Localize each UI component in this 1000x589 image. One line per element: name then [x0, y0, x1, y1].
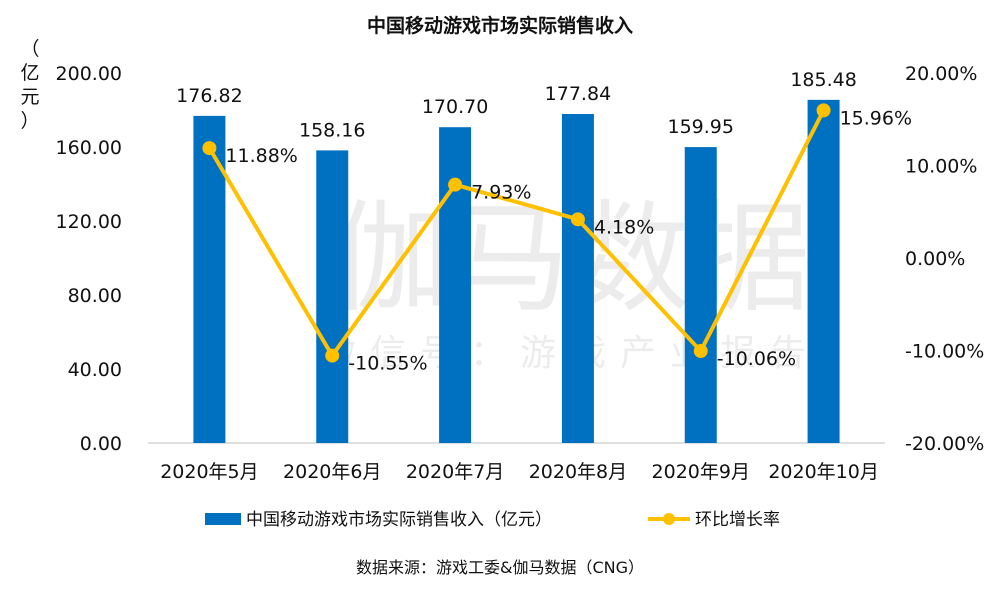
bar: [807, 99, 840, 443]
bar-value-label: 176.82: [176, 85, 242, 107]
x-tick-label: 2020年5月: [160, 461, 258, 483]
y-left-tick-label: 200.00: [56, 63, 122, 85]
growth-rate-label: -10.06%: [717, 348, 796, 370]
growth-rate-label: 7.93%: [471, 182, 531, 204]
y-left-tick-label: 0.00: [80, 433, 122, 455]
legend-bar-swatch: [205, 513, 241, 525]
growth-rate-point: [202, 141, 217, 156]
y-left-tick-label: 40.00: [68, 359, 122, 381]
growth-rate-label: 11.88%: [225, 145, 297, 167]
growth-rate-point: [448, 177, 463, 192]
bar: [561, 113, 594, 443]
bar: [316, 150, 349, 444]
growth-rate-label: 4.18%: [594, 216, 654, 238]
x-tick-label: 2020年8月: [529, 461, 627, 483]
source-note: 数据来源：游戏工委&伽马数据（CNG）: [356, 558, 644, 577]
y-right-tick-label: 10.00%: [905, 156, 977, 178]
y-left-tick-label: 160.00: [56, 137, 122, 159]
x-tick-label: 2020年9月: [652, 461, 750, 483]
y-axis-label-char: （: [20, 38, 39, 60]
y-right-tick-label: -10.00%: [905, 341, 984, 363]
y-left-tick-label: 120.00: [56, 211, 122, 233]
y-axis-label-char: ）: [20, 110, 39, 132]
y-right-tick-label: -20.00%: [905, 433, 984, 455]
legend: 中国移动游戏市场实际销售收入（亿元） 环比增长率: [205, 510, 780, 530]
y-right-tick-label: 0.00%: [905, 248, 965, 270]
growth-rate-point: [816, 103, 831, 118]
y-axis-label-char: 亿: [20, 62, 39, 84]
bar-value-label: 177.84: [545, 83, 611, 105]
x-tick-label: 2020年6月: [283, 461, 381, 483]
growth-rate-point: [570, 212, 585, 227]
legend-line-marker: [663, 513, 675, 525]
chart-title: 中国移动游戏市场实际销售收入: [367, 14, 633, 37]
y-axis-label-char: 元: [20, 86, 39, 108]
x-tick-label: 2020年10月: [768, 461, 879, 483]
x-tick-label: 2020年7月: [406, 461, 504, 483]
growth-rate-point: [693, 344, 708, 359]
bar-value-label: 159.95: [668, 116, 734, 138]
growth-rate-line: [207, 109, 826, 358]
bar: [684, 147, 717, 443]
bar-value-label: 170.70: [422, 96, 488, 118]
legend-line-label: 环比增长率: [695, 510, 780, 530]
growth-rate-point: [325, 348, 340, 363]
bar: [193, 115, 226, 444]
bar-value-label: 185.48: [790, 69, 856, 91]
bar-value-label: 158.16: [299, 119, 365, 141]
legend-bar-label: 中国移动游戏市场实际销售收入（亿元）: [246, 510, 552, 530]
bar: [439, 127, 472, 443]
y-left-tick-label: 80.00: [68, 285, 122, 307]
y-axis-label: （亿元）: [20, 38, 39, 132]
y-right-tick-label: 20.00%: [905, 63, 977, 85]
growth-rate-label: -10.55%: [348, 353, 427, 375]
growth-rate-label: 15.96%: [840, 107, 912, 129]
